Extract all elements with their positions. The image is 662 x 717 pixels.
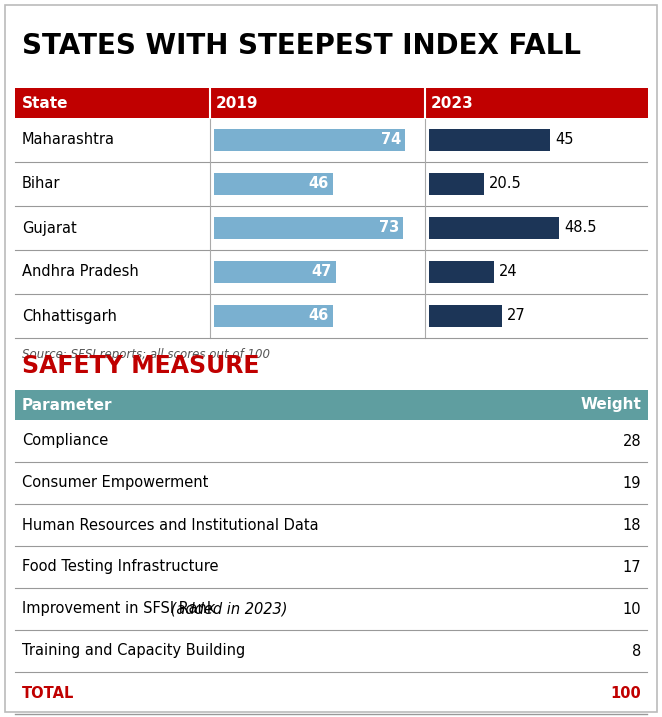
Text: Training and Capacity Building: Training and Capacity Building — [22, 643, 245, 658]
Text: 45: 45 — [555, 133, 573, 148]
Text: Chhattisgarh: Chhattisgarh — [22, 308, 117, 323]
Text: 20.5: 20.5 — [489, 176, 522, 191]
Bar — [15, 88, 648, 118]
Text: 19: 19 — [622, 475, 641, 490]
Text: 28: 28 — [622, 434, 641, 449]
Text: 46: 46 — [308, 308, 329, 323]
Text: Parameter: Parameter — [22, 397, 113, 412]
Text: 27: 27 — [506, 308, 526, 323]
Text: Food Testing Infrastructure: Food Testing Infrastructure — [22, 559, 218, 574]
Text: State: State — [22, 95, 68, 110]
Text: Bihar: Bihar — [22, 176, 60, 191]
Bar — [429, 173, 484, 195]
Text: Improvement in SFSI Rank (added in 2023): Improvement in SFSI Rank (added in 2023) — [22, 602, 337, 617]
Text: Consumer Empowerment: Consumer Empowerment — [22, 475, 209, 490]
Text: SAFETY MEASURE: SAFETY MEASURE — [22, 354, 260, 378]
Text: 10: 10 — [622, 602, 641, 617]
Text: 100: 100 — [610, 685, 641, 701]
Text: 48.5: 48.5 — [564, 221, 597, 235]
Text: 8: 8 — [632, 643, 641, 658]
Bar — [214, 217, 403, 239]
Text: (added in 2023): (added in 2023) — [166, 602, 287, 617]
Text: 2023: 2023 — [431, 95, 474, 110]
Text: 24: 24 — [498, 265, 517, 280]
Bar — [429, 261, 493, 283]
Bar — [429, 305, 502, 327]
Text: 74: 74 — [381, 133, 401, 148]
Text: 46: 46 — [308, 176, 329, 191]
Text: TOTAL: TOTAL — [22, 685, 74, 701]
Text: 18: 18 — [622, 518, 641, 533]
Text: 17: 17 — [622, 559, 641, 574]
Text: 2019: 2019 — [216, 95, 258, 110]
Bar — [214, 173, 333, 195]
Bar — [214, 305, 333, 327]
Text: Improvement in SFSI Rank: Improvement in SFSI Rank — [22, 602, 216, 617]
Text: Source: SFSI reports; all scores out of 100: Source: SFSI reports; all scores out of … — [22, 348, 270, 361]
Text: 73: 73 — [379, 221, 399, 235]
Text: Andhra Pradesh: Andhra Pradesh — [22, 265, 139, 280]
Text: Compliance: Compliance — [22, 434, 109, 449]
Text: Weight: Weight — [580, 397, 641, 412]
Bar — [429, 129, 550, 151]
Bar — [214, 129, 405, 151]
Text: Human Resources and Institutional Data: Human Resources and Institutional Data — [22, 518, 318, 533]
Text: 47: 47 — [311, 265, 332, 280]
Bar — [214, 261, 336, 283]
Text: Gujarat: Gujarat — [22, 221, 77, 235]
Text: Maharashtra: Maharashtra — [22, 133, 115, 148]
Text: STATES WITH STEEPEST INDEX FALL: STATES WITH STEEPEST INDEX FALL — [22, 32, 581, 60]
Bar — [15, 390, 648, 420]
Bar — [429, 217, 559, 239]
